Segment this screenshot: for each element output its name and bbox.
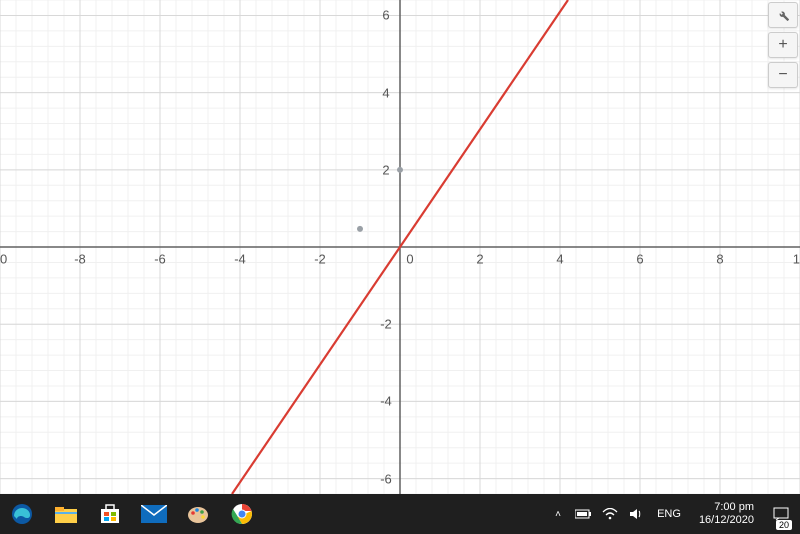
clock-date: 16/12/2020 [699,514,754,527]
folder-icon [54,504,78,524]
notification-badge: 20 [776,520,792,530]
axis-tick-label: -2 [314,252,326,267]
axis-tick-label: 6 [636,252,643,267]
settings-button[interactable] [768,2,798,28]
language-indicator[interactable]: ENG [653,508,685,520]
axis-tick-label: -2 [380,317,392,332]
axis-tick-label: -6 [154,252,166,267]
axis-tick-label: -8 [74,252,86,267]
clock-time: 7:00 pm [699,501,754,514]
axis-tick-label: 4 [556,252,563,267]
plus-icon: + [778,36,787,54]
axis-tick-label: -4 [380,394,392,409]
chrome-icon [231,503,253,525]
mail-icon [141,505,167,523]
battery-icon[interactable] [575,509,593,519]
sound-icon[interactable] [627,507,645,521]
zoom-out-button[interactable]: − [768,62,798,88]
taskbar-icon-paint[interactable] [176,494,220,534]
graph-canvas-container: + − 10 -8 -6 -4 -2 0 2 4 6 8 10 -6 -4 -2 2 4 6 [0,0,800,494]
axis-tick-label: 2 [382,162,389,177]
store-icon [99,503,121,525]
wifi-icon[interactable] [601,508,619,520]
taskbar-icon-chrome[interactable] [220,494,264,534]
taskbar-icon-edge[interactable] [0,494,44,534]
taskbar-icon-mail[interactable] [132,494,176,534]
taskbar-icon-store[interactable] [88,494,132,534]
taskbar: ˄ ENG 7:00 pm 16/12/2020 20 [0,494,800,534]
axis-tick-label: 0 [406,252,413,267]
axis-tick-label: -4 [234,252,246,267]
axis-tick-label: 6 [382,8,389,23]
clock[interactable]: 7:00 pm 16/12/2020 [693,501,760,526]
minus-icon: − [778,66,787,84]
taskbar-right: ˄ ENG 7:00 pm 16/12/2020 20 [549,494,800,534]
axis-tick-label: 10 [793,252,800,267]
axis-tick-label: 2 [476,252,483,267]
axis-tick-label: -6 [380,471,392,486]
axis-tick-label: 4 [382,85,389,100]
taskbar-left [0,494,264,534]
axis-tick-label: 8 [716,252,723,267]
taskbar-icon-explorer[interactable] [44,494,88,534]
wrench-icon [776,8,790,22]
graph-svg[interactable] [0,0,800,494]
notifications-button[interactable]: 20 [768,494,794,534]
graph-controls: + − [768,2,798,88]
zoom-in-button[interactable]: + [768,32,798,58]
edge-icon [10,502,34,526]
palette-icon [186,502,210,526]
tray-chevron-up-icon[interactable]: ˄ [549,509,567,520]
axis-tick-label: 10 [0,252,7,267]
